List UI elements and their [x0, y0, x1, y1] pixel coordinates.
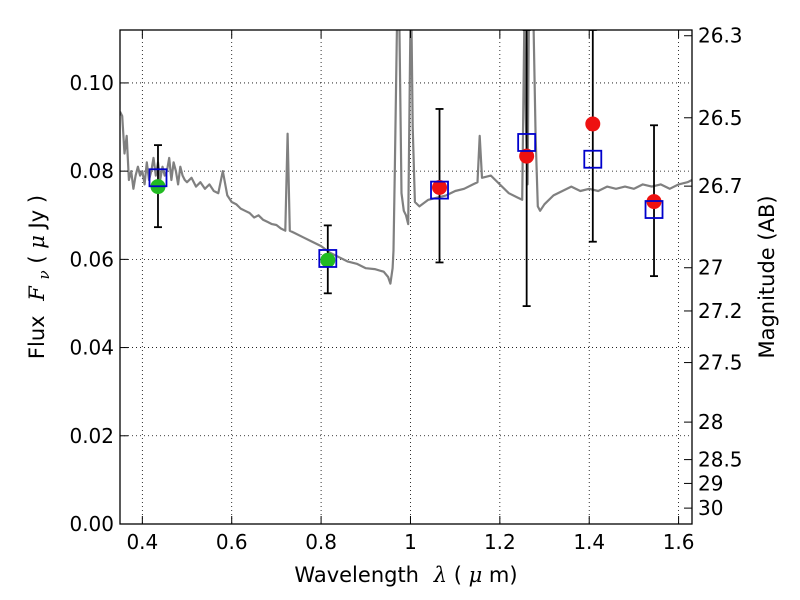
y-axis-title-subscript: ν [35, 270, 53, 279]
x-tick-label: 0.4 [126, 530, 158, 554]
y-axis-title: Flux F ν ( μ Jy ) [25, 195, 54, 359]
model-point [430, 180, 449, 200]
x-tick-label: 1 [404, 530, 417, 554]
y2-tick-label: 26.5 [698, 106, 743, 130]
y-tick-labels: 0.00 0.02 0.04 0.06 0.08 0.10 [69, 71, 114, 536]
x-axis-title-symbol: λ [433, 563, 447, 587]
y2-tick-label: 26.7 [698, 174, 743, 198]
y-axis-title-unit-mu: μ [25, 235, 49, 249]
y2-tick-label: 27 [698, 256, 723, 280]
y-tick-label: 0.08 [69, 159, 114, 183]
x-axis-title-unit-open: ( [454, 563, 462, 587]
x-axis-title-text: Wavelength [294, 563, 419, 587]
y2-tick-label: 27.5 [698, 351, 743, 375]
y-axis-title-text: Flux [25, 315, 49, 359]
model-points [148, 133, 664, 268]
model-point [644, 200, 664, 219]
y2-tick-label: 26.3 [698, 24, 743, 48]
y-tick-label: 0.04 [69, 336, 114, 360]
model-point [583, 149, 603, 169]
y-tick-label: 0.06 [69, 247, 114, 271]
y2-axis-title: Magnitude (AB) [755, 195, 779, 358]
x-tick-label: 0.6 [216, 530, 248, 554]
sed-model-line [120, 30, 692, 285]
model-point [148, 168, 168, 188]
x-tick-labels: 0.4 0.6 0.8 1 1.2 1.4 1.6 [126, 530, 694, 554]
y2-tick-label: 30 [698, 496, 723, 520]
x-axis-title-unit-close: m) [489, 563, 518, 587]
ticks [120, 30, 692, 525]
x-tick-label: 0.8 [305, 530, 337, 554]
y-tick-label: 0.10 [69, 71, 114, 95]
observed-point [320, 252, 336, 268]
observed-point [585, 116, 601, 132]
y-axis-title-unit-close: Jy ) [25, 195, 49, 231]
y2-tick-label: 28 [698, 410, 723, 434]
x-tick-label: 1.2 [484, 530, 516, 554]
observed-point [432, 179, 448, 195]
x-axis-title-unit-mu: μ [469, 563, 483, 587]
model-point [517, 133, 537, 152]
observed-point [519, 148, 535, 164]
y-tick-label: 0.00 [69, 512, 114, 536]
observed-points [150, 116, 662, 268]
x-axis-title: Wavelength λ ( μ m) [294, 563, 517, 587]
model-point [318, 249, 338, 268]
x-tick-label: 1.4 [573, 530, 605, 554]
y-axis-title-symbol: F [25, 285, 49, 302]
y-axis-title-unit-open: ( [25, 249, 49, 264]
y2-tick-label: 27.2 [698, 299, 743, 323]
x-tick-label: 1.6 [663, 530, 695, 554]
plot-frame [119, 29, 693, 525]
y2-tick-label: 29 [698, 471, 723, 495]
y-tick-label: 0.02 [69, 424, 114, 448]
y2-tick-label: 28.5 [698, 448, 743, 472]
plot-background [120, 30, 692, 524]
